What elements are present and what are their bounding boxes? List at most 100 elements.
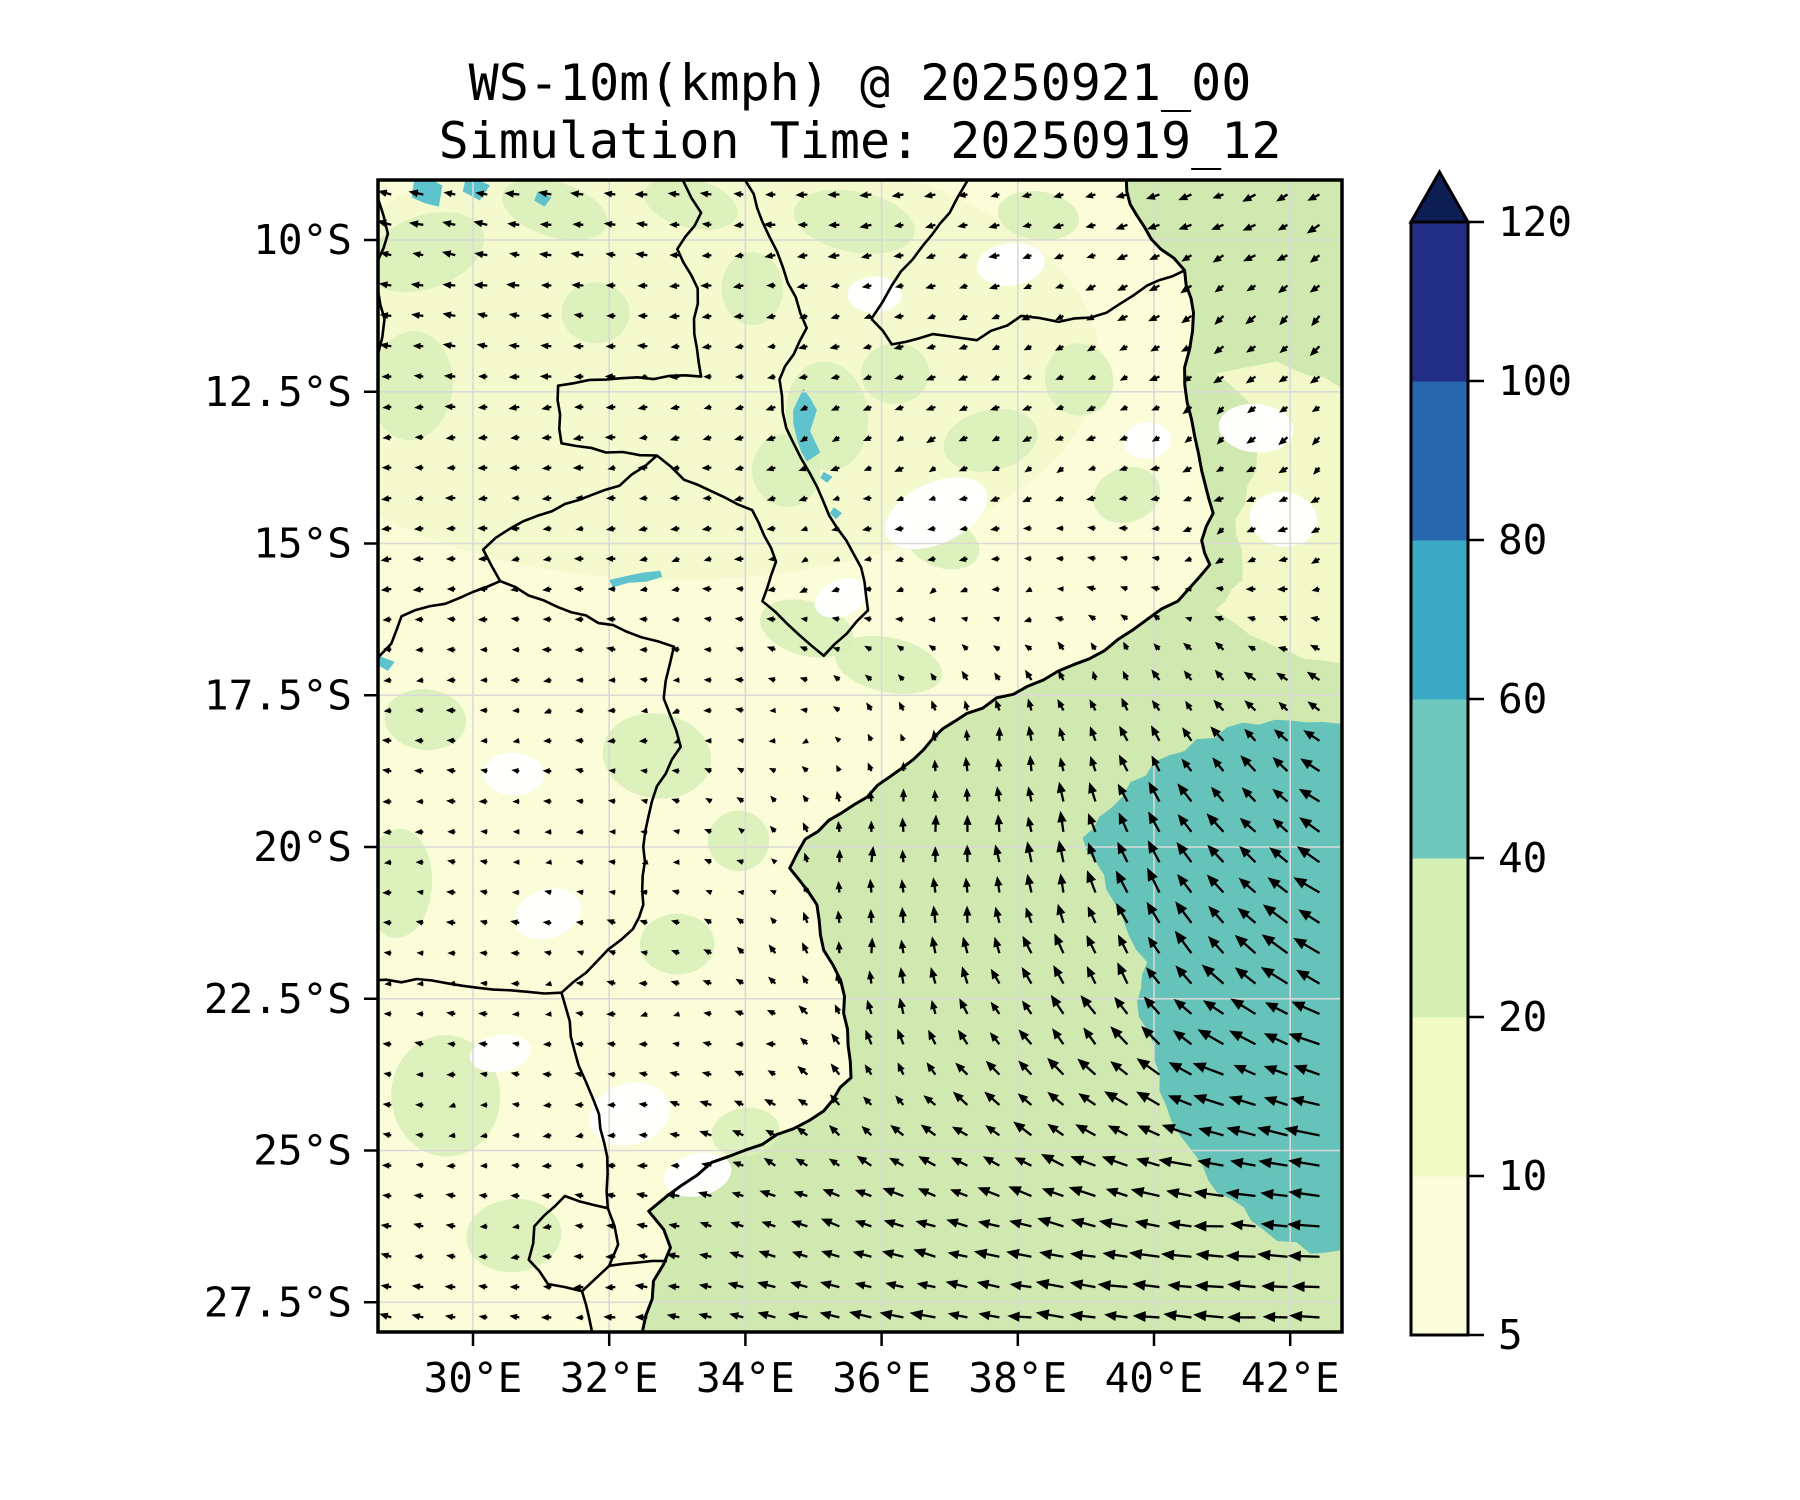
wind-arrow <box>382 829 392 835</box>
y-tick-label: 15°S <box>253 520 352 568</box>
wind-arrow <box>1054 933 1065 954</box>
wind-arrow <box>796 1127 809 1137</box>
wind-20-40-patch <box>721 252 783 325</box>
country-border <box>378 197 390 356</box>
wind-arrow <box>509 251 520 258</box>
wind-arrow <box>1035 1278 1064 1290</box>
wind-arrow <box>1303 730 1321 742</box>
wind-arrow <box>1167 1219 1192 1230</box>
wind-arrow <box>734 465 744 471</box>
wind-arrow <box>1240 755 1257 772</box>
wind-arrow <box>1053 965 1065 985</box>
wind-arrow <box>1290 1095 1320 1107</box>
x-tick-label: 34°E <box>696 1354 795 1402</box>
wind-arrow <box>701 1161 712 1169</box>
wind-arrow <box>542 1223 552 1230</box>
wind-arrow <box>768 944 777 954</box>
wind-arrow <box>734 252 744 259</box>
wind-arrow <box>442 220 456 228</box>
wind-arrow <box>1115 191 1128 199</box>
wind-arrow <box>441 250 456 258</box>
wind-arrow <box>1180 344 1192 352</box>
wind-arrow <box>444 403 456 411</box>
wind-arrow <box>976 1279 1000 1290</box>
wind-arrow <box>828 1158 841 1167</box>
wind-arrow <box>820 1280 840 1290</box>
wind-20-40-patch <box>1093 466 1161 524</box>
wind-arrow <box>672 829 680 835</box>
wind-arrow <box>1119 374 1128 381</box>
wind-arrow <box>861 525 872 532</box>
wind-arrow <box>478 1314 488 1321</box>
wind-arrow <box>1050 994 1065 1015</box>
wind-arrow <box>960 616 968 623</box>
wind-arrow <box>669 1100 680 1108</box>
wind-arrow <box>1166 1188 1192 1199</box>
wind-arrow <box>667 190 680 198</box>
wind-arrow <box>1291 1001 1320 1015</box>
wind-arrow <box>544 829 552 835</box>
wind-arrow <box>1150 585 1160 592</box>
colorbar-tick-label: 10 <box>1498 1152 1547 1200</box>
lake-water <box>829 507 843 520</box>
wind-arrow <box>1105 1187 1128 1198</box>
wind-arrow <box>672 677 680 683</box>
wind-arrow <box>735 525 744 532</box>
wind-arrow <box>415 798 424 805</box>
wind-arrow <box>895 586 904 593</box>
colorbar-tick-label: 80 <box>1498 516 1547 564</box>
wind-arrow <box>963 814 972 832</box>
wind-arrow <box>791 1220 808 1229</box>
wind-arrow <box>383 677 392 684</box>
wind-arrow <box>640 768 648 774</box>
wind-arrow <box>1055 313 1064 321</box>
wind-arrow <box>1026 725 1035 741</box>
wind-arrow <box>898 701 906 711</box>
wind-arrow <box>443 190 456 198</box>
wind-arrow <box>640 798 648 805</box>
wind-arrow <box>918 1156 936 1167</box>
calm-below-5-patch <box>847 276 903 313</box>
wind-arrow <box>479 889 488 896</box>
wind-arrow <box>881 1249 904 1259</box>
wind-arrow <box>447 859 456 865</box>
wind-arrow <box>445 434 456 441</box>
wind-arrow <box>828 221 840 229</box>
wind-arrow <box>413 1222 424 1229</box>
wind-arrow <box>671 949 680 956</box>
wind-arrow <box>572 342 584 350</box>
wind-arrow <box>666 1313 680 1321</box>
wind-arrow <box>1022 222 1032 229</box>
wind-arrow <box>638 737 648 744</box>
wind-arrow <box>1150 344 1161 352</box>
wind-arrow <box>799 435 808 443</box>
wind-arrow <box>1116 253 1128 260</box>
wind-arrow <box>670 343 680 350</box>
wind-arrow <box>607 1071 616 1078</box>
wind-arrow <box>506 281 520 289</box>
wind-arrow <box>1037 1216 1064 1228</box>
wind-arrow <box>542 616 552 623</box>
wind-arrow <box>1022 435 1032 442</box>
wind-arrow <box>1022 935 1033 954</box>
colorbar-outline <box>1409 220 1470 1337</box>
wind-arrow <box>770 795 777 803</box>
wind-arrow <box>793 1190 808 1198</box>
wind-arrow <box>799 1037 809 1046</box>
wind-arrow <box>704 828 712 835</box>
wind-arrow <box>1149 465 1160 472</box>
wind-arrow <box>699 1252 712 1260</box>
map-frame <box>376 178 1344 1334</box>
wind-arrow <box>734 1070 744 1077</box>
wind-arrow <box>638 495 648 502</box>
wind-arrow <box>1181 254 1193 262</box>
wind-arrow <box>800 525 808 532</box>
wind-arrow <box>1056 586 1064 592</box>
wind-arrow <box>1194 1280 1224 1292</box>
wind-arrow <box>1089 726 1098 742</box>
wind-arrow <box>957 191 968 198</box>
wind-arrow <box>1117 314 1128 321</box>
wind-arrow <box>1041 1187 1064 1198</box>
wind-arrow <box>411 1313 424 1321</box>
wind-arrow <box>604 1283 616 1291</box>
